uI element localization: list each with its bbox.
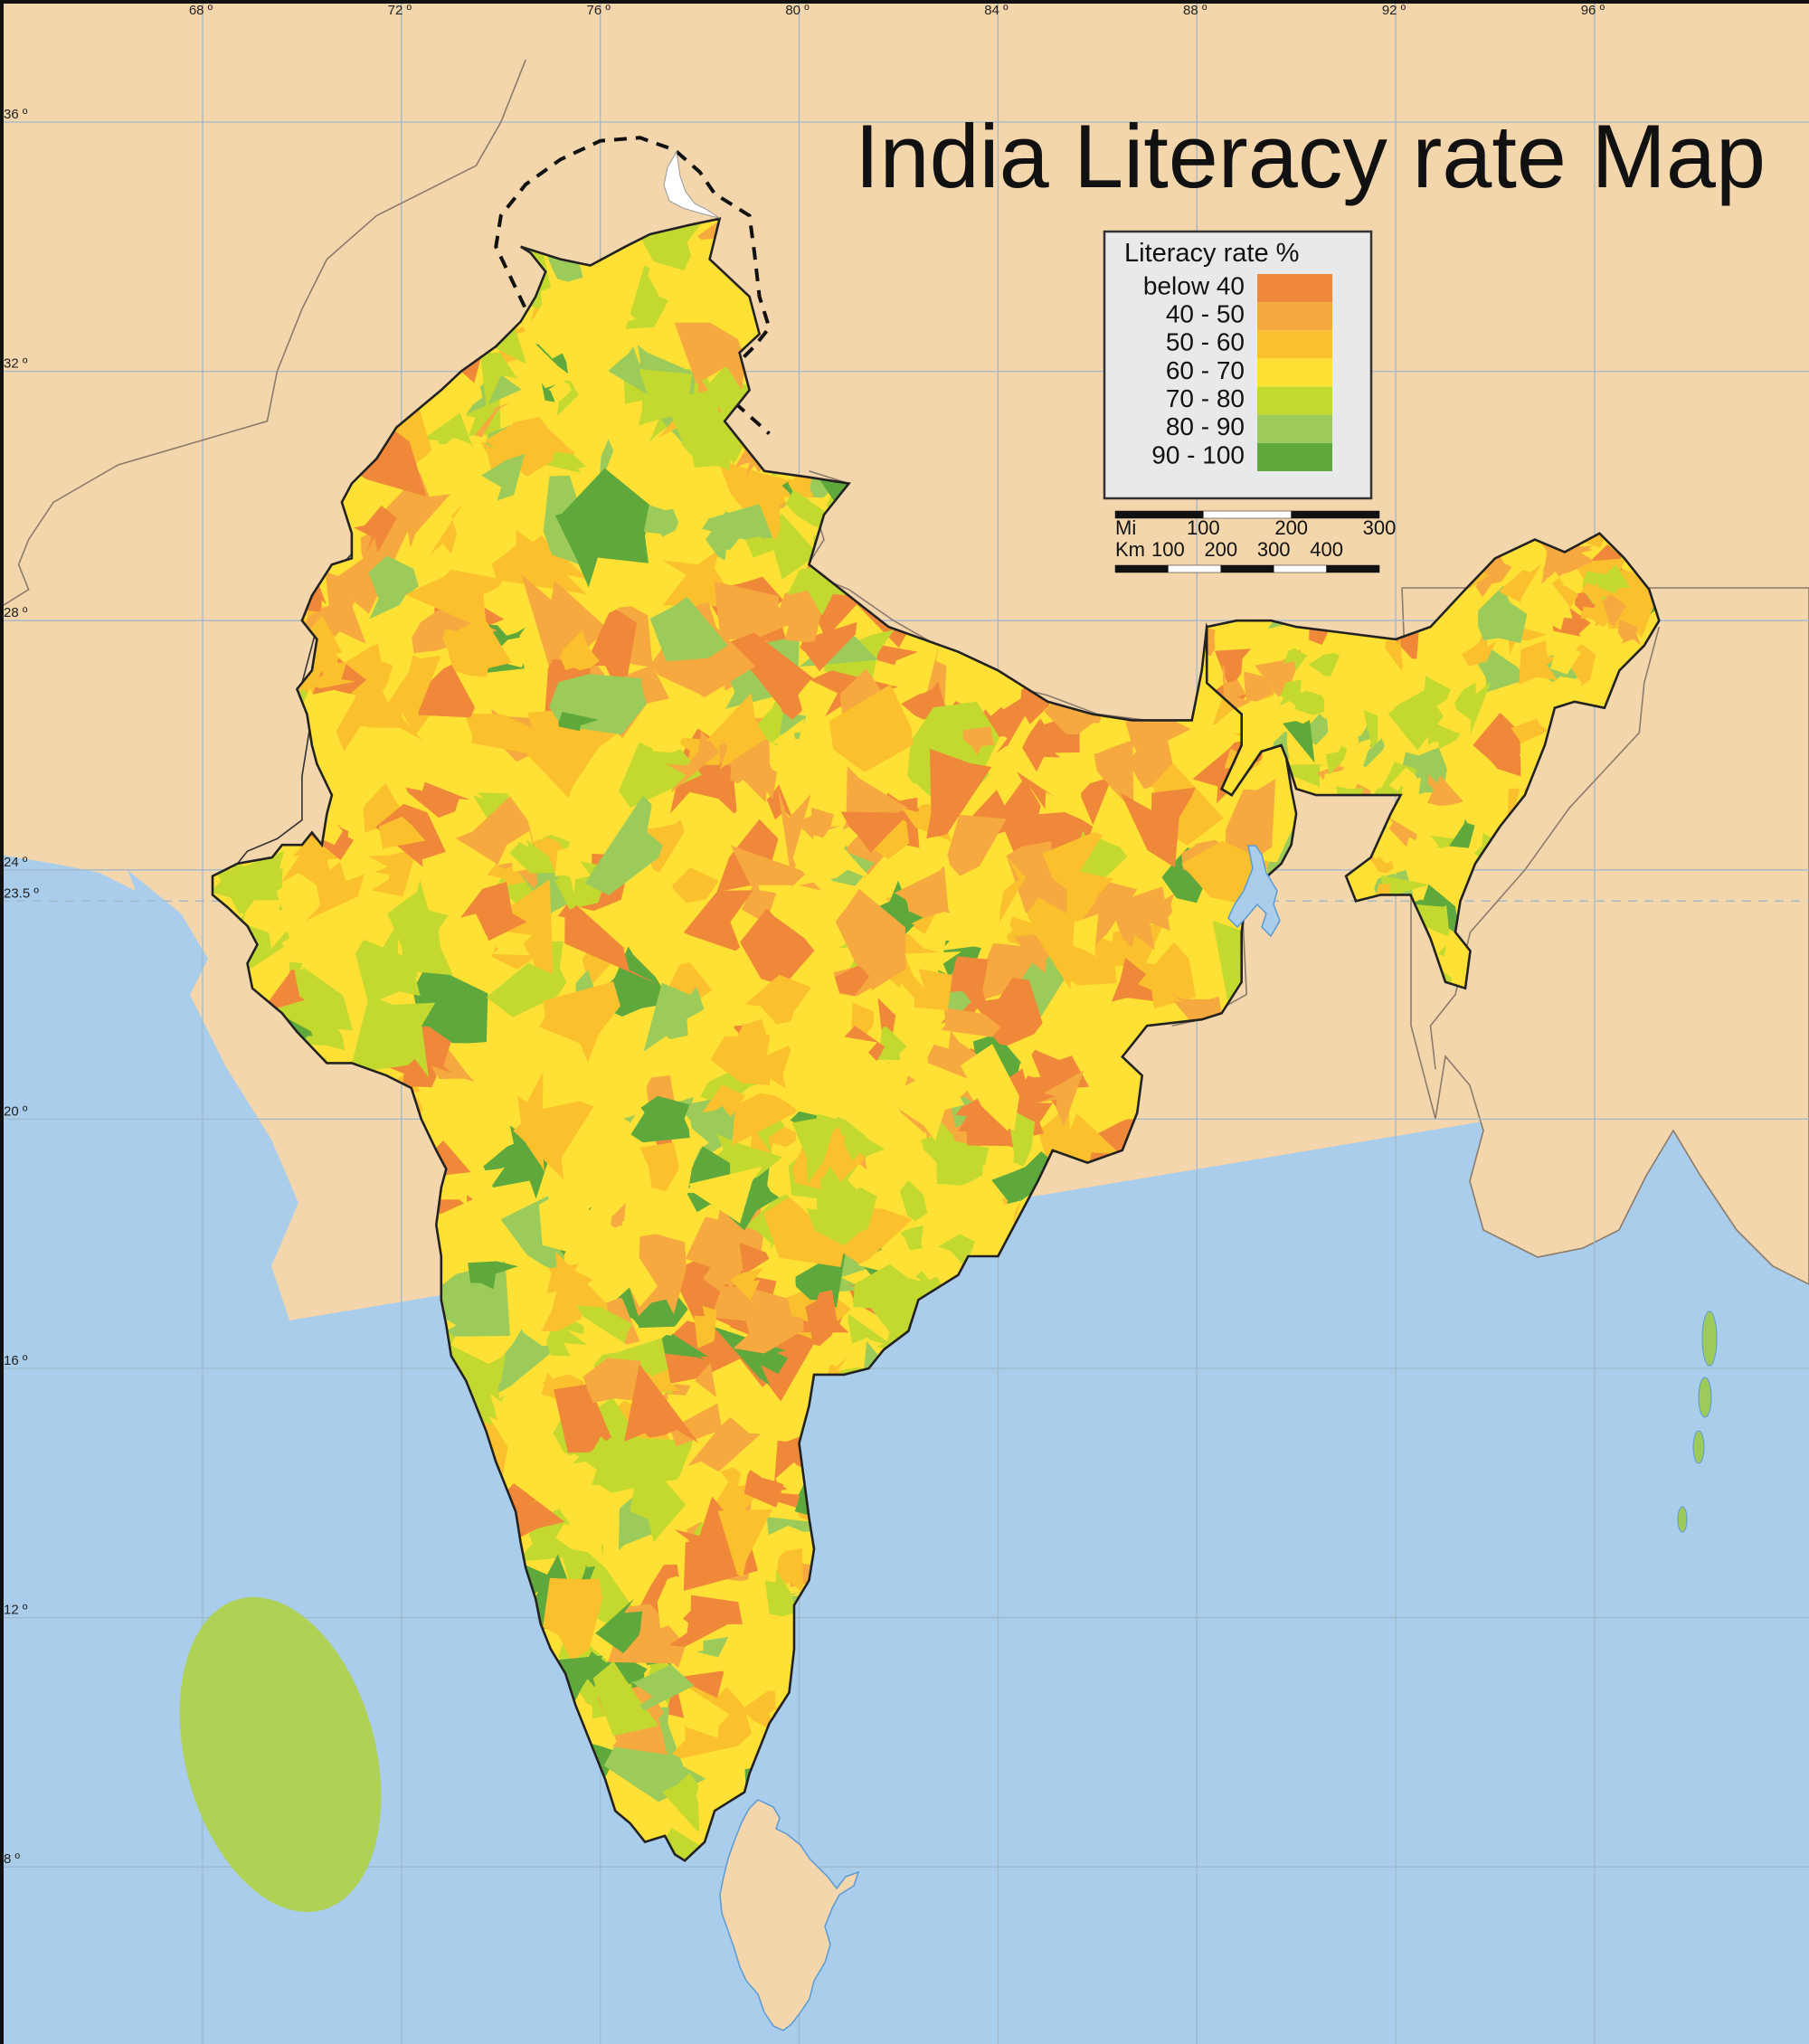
- svg-text:100: 100: [1151, 538, 1185, 561]
- svg-text:92 º: 92 º: [1382, 3, 1406, 18]
- svg-text:84 º: 84 º: [984, 3, 1009, 18]
- svg-text:below 40: below 40: [1143, 271, 1245, 299]
- svg-text:68 º: 68 º: [189, 3, 213, 18]
- svg-text:50 - 60: 50 - 60: [1166, 328, 1245, 356]
- svg-text:72 º: 72 º: [388, 3, 412, 18]
- svg-text:23.5 º: 23.5 º: [4, 885, 39, 901]
- svg-text:200: 200: [1204, 538, 1237, 561]
- svg-text:90 - 100: 90 - 100: [1151, 440, 1245, 468]
- svg-text:100: 100: [1187, 516, 1220, 539]
- svg-text:40 - 50: 40 - 50: [1166, 300, 1245, 328]
- svg-text:16 º: 16 º: [4, 1353, 28, 1368]
- svg-text:400: 400: [1310, 538, 1343, 561]
- svg-text:8 º: 8 º: [4, 1851, 21, 1867]
- svg-text:80 - 90: 80 - 90: [1166, 412, 1245, 440]
- svg-text:20 º: 20 º: [4, 1103, 28, 1119]
- svg-text:12 º: 12 º: [4, 1603, 28, 1618]
- svg-text:Km: Km: [1115, 538, 1145, 561]
- svg-text:India Literacy rate Map: India Literacy rate Map: [855, 106, 1766, 206]
- svg-text:28 º: 28 º: [4, 605, 28, 620]
- svg-text:Literacy rate %: Literacy rate %: [1124, 239, 1299, 268]
- svg-text:80 º: 80 º: [785, 3, 810, 18]
- svg-text:76 º: 76 º: [587, 3, 611, 18]
- svg-text:96 º: 96 º: [1581, 3, 1605, 18]
- svg-text:60 - 70: 60 - 70: [1166, 356, 1245, 384]
- svg-text:24 º: 24 º: [4, 855, 28, 870]
- svg-text:300: 300: [1363, 516, 1397, 539]
- svg-text:88 º: 88 º: [1183, 3, 1208, 18]
- svg-text:32 º: 32 º: [4, 356, 28, 372]
- svg-text:Mi: Mi: [1115, 516, 1136, 539]
- svg-text:70 - 80: 70 - 80: [1166, 384, 1245, 412]
- svg-text:300: 300: [1257, 538, 1291, 561]
- svg-text:200: 200: [1274, 516, 1308, 539]
- svg-text:36 º: 36 º: [4, 107, 28, 122]
